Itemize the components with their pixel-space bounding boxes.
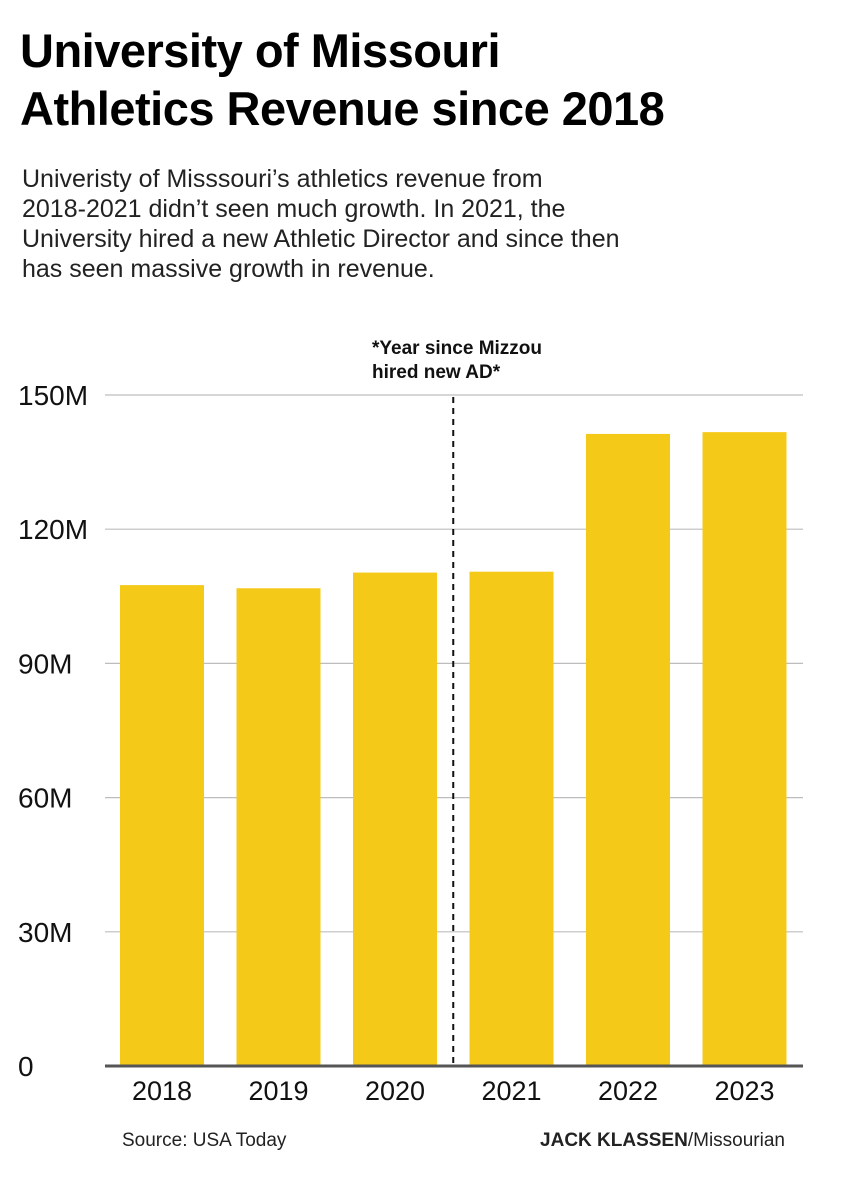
credit-outlet: /Missourian <box>687 1130 785 1151</box>
x-tick-label: 2022 <box>598 1076 658 1106</box>
x-tick-label: 2020 <box>365 1076 425 1106</box>
bar-2020 <box>353 572 437 1066</box>
x-tick-label: 2023 <box>714 1076 774 1106</box>
y-tick-label: 120M <box>18 514 88 545</box>
subtitle-line-2: 2018-2021 didn’t seen much growth. In 20… <box>22 195 566 223</box>
axes: 0 30M 60M 90M 120M 150M 2018 2019 2020 2021 2022 20… <box>18 380 803 1106</box>
x-tick-label: 2021 <box>481 1076 541 1106</box>
credit-line: JACK KLASSEN/Missourian <box>540 1130 785 1152</box>
annotation-line-2: hired new AD* <box>372 362 501 383</box>
title-line-2: Athletics Revenue since 2018 <box>20 82 665 135</box>
subtitle-line-1: Univeristy of Misssouri’s athletics reve… <box>22 165 543 193</box>
y-tick-label: 60M <box>18 783 72 814</box>
source-note: Source: USA Today <box>122 1130 287 1151</box>
annotation-line-1: *Year since Mizzou <box>372 338 542 359</box>
y-tick-label: 150M <box>18 380 88 411</box>
bar-2022 <box>586 433 670 1067</box>
bar-2023 <box>702 432 787 1066</box>
subtitle-line-3: University hired a new Athletic Director… <box>22 225 620 253</box>
credit-author: JACK KLASSEN <box>540 1130 688 1151</box>
subtitle-line-4: has seen massive growth in revenue. <box>22 255 435 283</box>
x-tick-label: 2019 <box>248 1076 308 1106</box>
bar-2019 <box>236 588 321 1066</box>
annotation: *Year since Mizzou hired new AD* <box>372 338 542 1066</box>
y-tick-label: 0 <box>18 1051 34 1082</box>
bars <box>120 432 787 1067</box>
bar-2021 <box>469 571 554 1066</box>
title-line-1: University of Missouri <box>20 24 501 77</box>
chart-title: University of Missouri Athletics Revenue… <box>20 22 840 138</box>
bar-2018 <box>120 585 204 1066</box>
x-tick-label: 2018 <box>132 1076 192 1106</box>
y-tick-label: 90M <box>18 648 72 679</box>
chart-subtitle: Univeristy of Misssouri’s athletics reve… <box>22 164 822 284</box>
y-tick-label: 30M <box>18 917 72 948</box>
